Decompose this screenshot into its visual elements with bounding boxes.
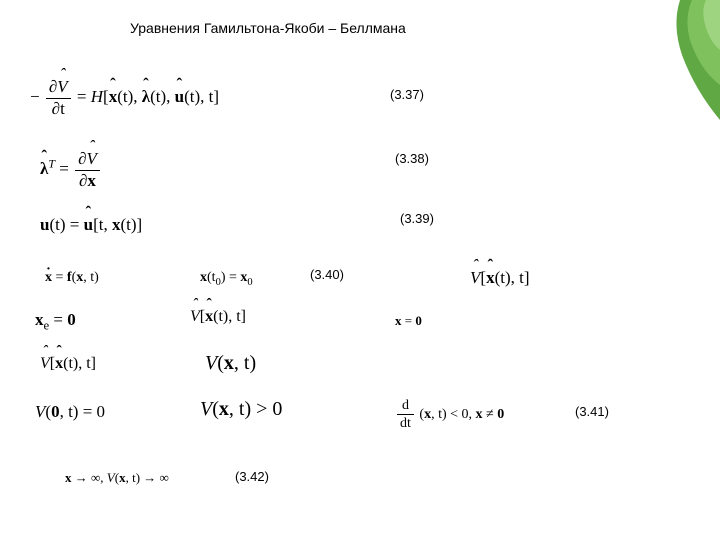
x-bold: x — [476, 407, 483, 422]
x-bold: x — [200, 270, 207, 285]
corner-decoration — [610, 0, 720, 130]
label-3-38: (3.38) — [395, 152, 439, 166]
equals: = — [52, 270, 67, 285]
gt-zero: , t) > 0 — [229, 398, 283, 420]
equals: (t) = — [49, 215, 83, 234]
zero: 0 — [67, 310, 76, 329]
paren-close: , t) = 0 — [60, 402, 105, 421]
v-italic: V — [35, 402, 45, 421]
page-title: Уравнения Гамильтона-Якоби – Беллмана — [130, 20, 406, 36]
x-hat: x — [486, 268, 495, 288]
equals: = — [77, 87, 91, 106]
x: x — [45, 270, 52, 285]
arrow-inf: → ∞, — [72, 470, 107, 485]
u-hat: u — [175, 87, 184, 107]
equation-vhat-xt: V[x(t), t] — [470, 268, 530, 288]
v: V — [57, 77, 67, 96]
v-italic: V — [200, 398, 212, 420]
slide: Уравнения Гамильтона-Якоби – Беллмана − … — [0, 0, 720, 540]
u: u — [84, 215, 93, 234]
paren-close: , t) — [83, 270, 99, 285]
transpose: T — [48, 156, 55, 170]
x-bold: x — [35, 310, 44, 329]
partial: ∂ — [78, 149, 86, 168]
equation-vhat-xt-3: V[x(t), t] — [40, 355, 96, 373]
arrow-inf2: , t) → ∞ — [126, 470, 169, 485]
bracket-open: [t, — [93, 215, 112, 234]
equation-ddt: d dt (x, t) < 0, x ≠ 0 — [395, 398, 504, 432]
bracket-close: (t), t] — [495, 268, 530, 287]
zero-bold: 0 — [51, 402, 60, 421]
v-hat: V — [40, 355, 50, 373]
sub-zero: 0 — [247, 277, 252, 288]
x-bold: x — [424, 407, 431, 422]
equals: = — [49, 310, 67, 329]
equals: = — [402, 313, 416, 328]
equals: = — [59, 159, 73, 178]
equation-v0t: V(0, t) = 0 — [35, 402, 105, 422]
equation-x-zero: x = 0 — [395, 313, 422, 329]
x: x — [55, 355, 63, 372]
lambda: λ — [142, 87, 150, 106]
u: u — [175, 87, 184, 106]
v: V — [470, 268, 480, 287]
equation-xdot: x = f(x, t) — [45, 270, 99, 286]
v-hat: V — [86, 150, 96, 169]
v-hat: V — [470, 268, 480, 288]
partial: ∂ — [49, 77, 57, 96]
paren-close: ) = — [221, 270, 241, 285]
equation-vhat-xt-2: V[x(t), t] — [190, 308, 246, 326]
lambda: λ — [40, 159, 48, 178]
v-hat: V — [190, 308, 200, 326]
v: V — [40, 355, 50, 372]
bracket-close: (t), t] — [63, 355, 96, 372]
v-italic: V — [107, 470, 115, 485]
bracket-close: (t)] — [120, 215, 142, 234]
x-hat: x — [55, 355, 63, 373]
label-3-39: (3.39) — [400, 212, 444, 226]
u-hat: u — [84, 215, 93, 235]
minus-sign: − — [30, 87, 40, 106]
v: V — [86, 149, 96, 168]
equation-3-37: − ∂V ∂t = H[x(t), λ(t), u(t), t] — [30, 78, 219, 118]
partial-t: ∂t — [46, 99, 71, 119]
paren-open: (t — [207, 270, 216, 285]
equation-3-42: x → ∞, V(x, t) → ∞ — [65, 470, 169, 486]
x: x — [486, 268, 495, 287]
x: x — [109, 87, 118, 106]
d: d — [397, 398, 414, 415]
paren-open: ( — [212, 398, 219, 420]
equation-3-38: λT = ∂V ∂x — [40, 150, 102, 190]
hamiltonian-h: H — [91, 87, 103, 106]
neq: ≠ — [483, 407, 498, 422]
lambda-hat: λ — [40, 159, 48, 179]
x-bold: x — [224, 352, 234, 374]
lambda-hat: λ — [142, 87, 150, 107]
x-bold: x — [87, 171, 96, 190]
label-3-42: (3.42) — [235, 470, 295, 484]
v: V — [190, 308, 200, 325]
x: x — [205, 308, 213, 325]
label-3-40: (3.40) — [310, 268, 354, 282]
equation-vxt: V(x, t) — [205, 352, 256, 375]
label-3-41: (3.41) — [575, 405, 635, 419]
x-hat: x — [109, 87, 118, 107]
equation-vxt-gt0: V(x, t) > 0 — [200, 398, 282, 421]
lt-zero: , t) < 0, — [431, 407, 475, 422]
label-3-37: (3.37) — [390, 88, 434, 102]
equation-xt0: x(t0) = x0 — [200, 270, 253, 288]
zero: 0 — [415, 313, 422, 328]
v-italic: V — [205, 352, 217, 374]
x-bold: x — [219, 398, 229, 420]
zero-bold: 0 — [497, 407, 504, 422]
paren-close: , t) — [234, 352, 256, 374]
x-dot: x — [45, 270, 52, 286]
equation-3-39: u(t) = u[t, x(t)] — [40, 215, 142, 235]
equation-xe-zero: xe = 0 — [35, 310, 76, 333]
bracket-close: (t), t] — [213, 308, 246, 325]
paren-open: ( — [217, 352, 224, 374]
x-hat: x — [205, 308, 213, 326]
d: d — [400, 416, 407, 431]
v-hat: V — [57, 78, 67, 97]
